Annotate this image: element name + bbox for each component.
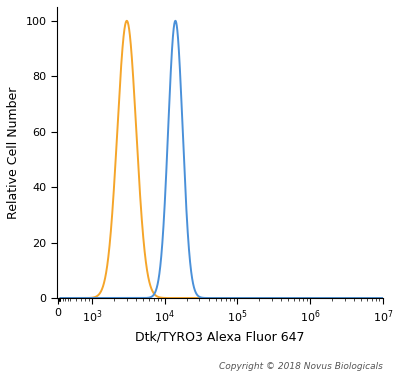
Text: Copyright © 2018 Novus Biologicals: Copyright © 2018 Novus Biologicals [219, 362, 383, 371]
Y-axis label: Relative Cell Number: Relative Cell Number [7, 86, 20, 218]
X-axis label: Dtk/TYRO3 Alexa Fluor 647: Dtk/TYRO3 Alexa Fluor 647 [135, 331, 305, 344]
